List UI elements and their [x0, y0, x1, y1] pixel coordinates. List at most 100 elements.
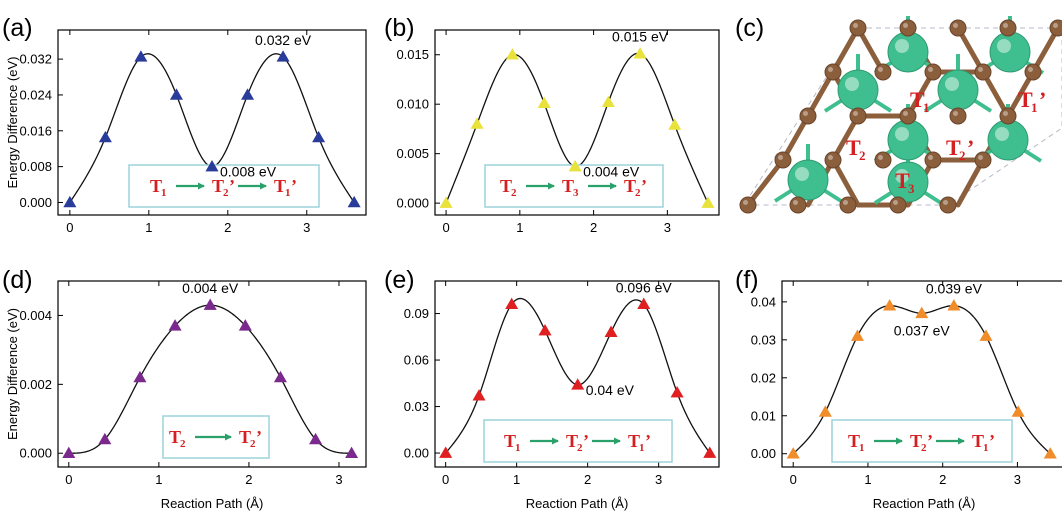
large-atom — [987, 119, 1029, 161]
data-point — [979, 329, 993, 341]
site-sub: 3 — [573, 187, 579, 199]
site-sub: 2 — [577, 442, 583, 454]
x-axis-title: Reaction Path (Å) — [873, 496, 976, 511]
annotation: 0.015 eV — [612, 29, 669, 45]
x-tick-label: 0 — [65, 472, 72, 487]
large-atom — [887, 31, 929, 73]
y-tick-label: 0.09 — [404, 306, 429, 321]
x-tick-label: 2 — [584, 472, 591, 487]
site-label: T2’ — [566, 431, 589, 454]
x-tick-label: 3 — [664, 220, 671, 235]
site-sub: 2 — [859, 148, 866, 163]
site-prime: ’ — [229, 176, 235, 196]
data-point — [169, 88, 183, 100]
atom-highlight — [893, 200, 898, 205]
data-point — [439, 446, 453, 458]
small-atom — [874, 151, 892, 169]
small-atom — [839, 196, 857, 214]
site-base: T — [628, 431, 640, 451]
data-point — [633, 47, 647, 59]
atom-highlight — [903, 23, 908, 28]
small-atom — [999, 107, 1017, 125]
atom-highlight — [878, 155, 883, 160]
x-tick-label: 2 — [939, 472, 946, 487]
data-point — [98, 432, 112, 445]
x-tick-label: 2 — [245, 472, 252, 487]
data-point — [470, 117, 484, 129]
site-label: T1’ — [274, 176, 297, 199]
panel-letter: (e) — [384, 266, 415, 294]
site-sub: 1 — [859, 442, 865, 454]
site-label: T2 — [846, 135, 866, 163]
site-label: T1’ — [1018, 87, 1046, 115]
site-label: T2 — [500, 176, 517, 199]
plot-frame — [434, 29, 720, 216]
y-tick-label: 0.06 — [404, 353, 429, 368]
y-tick-label: 0.000 — [19, 195, 52, 210]
data-point — [203, 298, 217, 310]
site-sub: 2 — [180, 438, 186, 450]
site-base: T — [624, 176, 636, 196]
plot-frame — [57, 29, 367, 216]
y-tick-label: 0.024 — [19, 87, 52, 102]
x-axis-title: Reaction Path (Å) — [161, 496, 264, 511]
small-atom — [1049, 19, 1062, 37]
site-label: T1 — [848, 431, 865, 454]
site-base: T — [910, 87, 925, 112]
plot-frame — [57, 280, 367, 468]
atom-highlight — [803, 111, 808, 116]
x-tick-label: 3 — [303, 220, 310, 235]
y-tick-label: 0.00 — [404, 446, 429, 461]
site-label: T3 — [895, 168, 915, 196]
x-tick-label: 3 — [655, 472, 662, 487]
site-sub: 1 — [515, 442, 521, 454]
site-label: T3 — [562, 176, 579, 199]
data-point — [786, 447, 800, 459]
small-atom — [949, 19, 967, 37]
y-tick-label: 0.04 — [751, 294, 776, 309]
small-atom — [949, 107, 967, 125]
bond — [830, 157, 861, 208]
data-point — [273, 370, 287, 383]
path-label-box — [831, 419, 1013, 463]
y-tick-label: 0.002 — [19, 377, 52, 392]
data-point — [133, 370, 147, 383]
data-point — [670, 385, 684, 398]
site-prime: ’ — [989, 431, 995, 451]
site-sub: 1 — [1031, 100, 1038, 115]
site-base: T — [1018, 87, 1033, 112]
atom-highlight — [903, 111, 908, 116]
site-label: T2’ — [946, 135, 974, 163]
site-prime: ’ — [645, 431, 651, 451]
small-atom — [874, 63, 892, 81]
data-point — [345, 446, 359, 459]
x-tick-label: 1 — [864, 472, 871, 487]
atom-highlight — [828, 155, 833, 160]
atom-highlight — [778, 155, 783, 160]
y-tick-label: 0.004 — [19, 308, 52, 323]
large-atom — [837, 69, 879, 111]
site-base: T — [504, 431, 516, 451]
data-point — [850, 329, 865, 341]
atom-highlight — [843, 200, 848, 205]
atom-highlight — [953, 111, 958, 116]
y-tick-label: 0.010 — [396, 97, 429, 112]
x-tick-label: 3 — [1014, 472, 1021, 487]
site-base: T — [239, 427, 251, 447]
site-label: T1 — [504, 431, 521, 454]
chart-panel-f: (f) 0 1 2 3 0.00 0.01 0.02 0.03 0.04 Reaction Path… — [735, 266, 1062, 511]
panel-letter: (b) — [384, 14, 415, 42]
data-point — [62, 446, 76, 459]
site-label: T1 — [150, 176, 167, 199]
site-base: T — [169, 427, 181, 447]
x-tick-label: 0 — [66, 220, 73, 235]
atom-highlight — [895, 127, 909, 141]
small-atom — [824, 151, 842, 169]
site-sub: 1 — [923, 100, 930, 115]
data-point — [703, 446, 717, 458]
x-tick-label: 0 — [442, 472, 449, 487]
site-prime: ’ — [583, 431, 589, 451]
data-point — [637, 297, 651, 310]
data-point — [347, 195, 361, 208]
y-tick-label: 0.03 — [404, 399, 429, 414]
